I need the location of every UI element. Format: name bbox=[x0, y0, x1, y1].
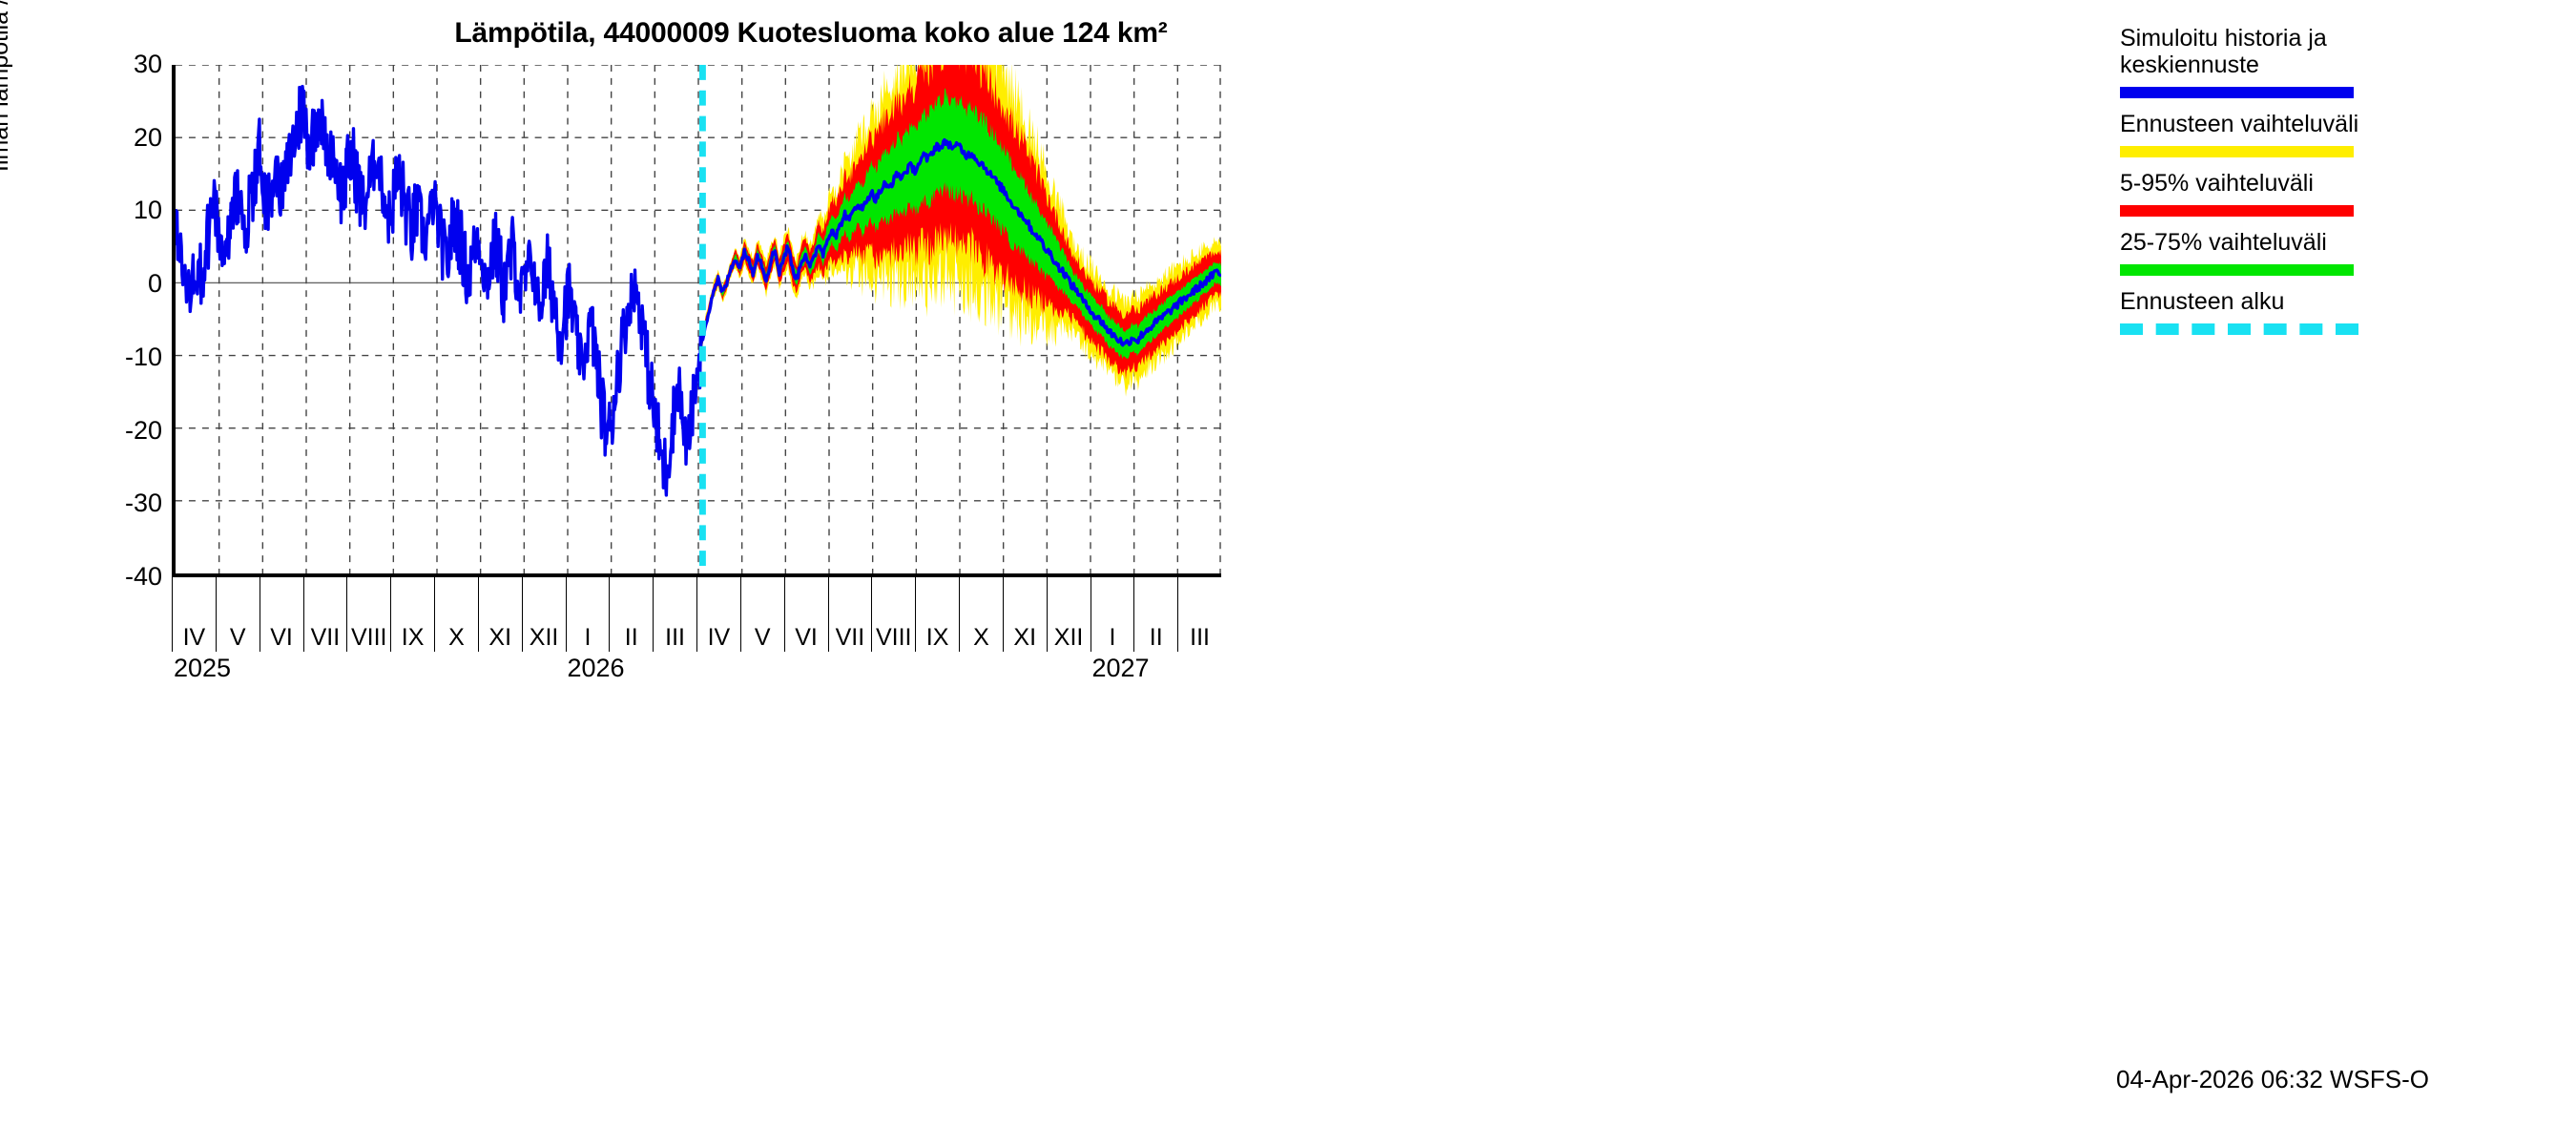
x-axis-month-label: V bbox=[229, 624, 246, 651]
x-axis-month-cell: IV bbox=[696, 577, 740, 652]
x-axis-month-cell: VIII bbox=[346, 577, 390, 652]
series-plot bbox=[176, 65, 1221, 573]
x-axis-year-label: 2026 bbox=[567, 654, 625, 682]
x-axis-month-cell: V bbox=[739, 577, 784, 652]
x-axis-month-cell: II bbox=[1133, 577, 1177, 652]
x-axis-month-cell: III bbox=[653, 577, 696, 652]
x-axis-month-cell: VI bbox=[783, 577, 828, 652]
legend-simulated-history: Simuloitu historia ja keskiennuste bbox=[2120, 25, 2568, 98]
x-axis-month-cell: I bbox=[1090, 577, 1134, 652]
x-axis-month-label: XI bbox=[488, 624, 512, 651]
x-axis-month-label: VII bbox=[310, 624, 341, 651]
x-axis-month-label: XII bbox=[529, 624, 559, 651]
x-axis-month-cell: IX bbox=[915, 577, 959, 652]
x-axis-month-cell: XII bbox=[521, 577, 566, 652]
y-axis-title: Ilman lämpötila / Air temperature °C bbox=[0, 0, 14, 172]
x-axis-month-cell: VII bbox=[302, 577, 347, 652]
chart-legend: Simuloitu historia ja keskiennuste Ennust… bbox=[2120, 25, 2568, 347]
x-axis-month-label: I bbox=[584, 624, 592, 651]
legend-label: Ennusteen alku bbox=[2120, 288, 2285, 315]
legend-color-swatch bbox=[2120, 323, 2358, 335]
x-axis-month-label: II bbox=[624, 624, 638, 651]
y-tick-label: 0 bbox=[147, 269, 162, 299]
x-axis-month-label: VI bbox=[270, 624, 293, 651]
x-axis-month-label: III bbox=[1190, 624, 1210, 651]
plot-area bbox=[172, 65, 1221, 577]
x-axis-month-cell: XII bbox=[1046, 577, 1091, 652]
x-axis-month-label: VIII bbox=[350, 624, 387, 651]
y-tick-label: 10 bbox=[133, 196, 162, 225]
x-axis-month-label: VI bbox=[795, 624, 818, 651]
x-axis-month-label: IV bbox=[182, 624, 206, 651]
legend-color-swatch bbox=[2120, 205, 2354, 217]
x-axis-month-label: IX bbox=[925, 624, 949, 651]
x-axis-month-cell: V bbox=[215, 577, 260, 652]
legend-label: Simuloitu historia ja keskiennuste bbox=[2120, 25, 2327, 78]
legend-25-75-range: 25-75% vaihteluväli bbox=[2120, 229, 2568, 276]
legend-color-swatch bbox=[2120, 87, 2354, 98]
x-axis-month-label: VII bbox=[835, 624, 865, 651]
x-axis-month-cell: II bbox=[609, 577, 653, 652]
x-axis-month-cell: I bbox=[565, 577, 610, 652]
legend-label: Ennusteen vaihteluväli bbox=[2120, 111, 2359, 137]
x-axis-month-label: XI bbox=[1013, 624, 1037, 651]
x-axis-month-label: IX bbox=[401, 624, 425, 651]
page-title: Lämpötila, 44000009 Kuotesluoma koko alu… bbox=[454, 17, 1168, 49]
x-axis-month-label: X bbox=[973, 624, 989, 651]
x-axis-month-cell: X bbox=[959, 577, 1003, 652]
x-axis-month-label: V bbox=[754, 624, 771, 651]
x-axis-month-cell: XI bbox=[477, 577, 522, 652]
x-axis-month-label: III bbox=[665, 624, 685, 651]
x-axis-month-label: II bbox=[1149, 624, 1163, 651]
legend-forecast-start: Ennusteen alku bbox=[2120, 288, 2568, 335]
legend-forecast-range: Ennusteen vaihteluväli bbox=[2120, 111, 2568, 157]
y-tick-label: 20 bbox=[133, 122, 162, 152]
x-axis-month-cell: VIII bbox=[871, 577, 915, 652]
timestamp-stamp: 04-Apr-2026 06:32 WSFS-O bbox=[2116, 1065, 2430, 1093]
x-axis-month-label: IV bbox=[707, 624, 731, 651]
x-axis-month-label: VIII bbox=[875, 624, 912, 651]
legend-label: 5-95% vaihteluväli bbox=[2120, 170, 2314, 197]
y-tick-label: -10 bbox=[124, 342, 162, 371]
x-axis-month-cell: IV bbox=[172, 577, 216, 652]
legend-color-swatch bbox=[2120, 264, 2354, 276]
x-axis-month-label: XII bbox=[1053, 624, 1084, 651]
x-axis-month-cell: III bbox=[1177, 577, 1221, 652]
y-tick-label: -40 bbox=[124, 562, 162, 591]
legend-color-swatch bbox=[2120, 146, 2354, 157]
y-tick-label: 30 bbox=[133, 50, 162, 78]
legend-label: 25-75% vaihteluväli bbox=[2120, 229, 2327, 256]
data-layer bbox=[176, 65, 1221, 573]
y-tick-label: -20 bbox=[124, 415, 162, 445]
x-axis-month-cell: XI bbox=[1002, 577, 1047, 652]
y-axis-tick-labels: 30 20 10 0 -10 -20 -30 -40 bbox=[80, 0, 162, 590]
x-axis-month-cell: VII bbox=[827, 577, 872, 652]
x-axis: IV V VI VII VIII IX X XI XII I II III IV V VI VII VIII IX… bbox=[172, 577, 1221, 682]
x-axis-month-cell: IX bbox=[390, 577, 434, 652]
x-axis-month-label: I bbox=[1109, 624, 1116, 651]
x-axis-month-cell: VI bbox=[259, 577, 303, 652]
x-axis-year-label: 2025 bbox=[174, 654, 232, 682]
x-axis-year-label: 2027 bbox=[1091, 654, 1150, 682]
x-axis-month-cell: X bbox=[434, 577, 478, 652]
legend-5-95-range: 5-95% vaihteluväli bbox=[2120, 170, 2568, 217]
x-axis-month-label: X bbox=[448, 624, 465, 651]
y-tick-label: -30 bbox=[124, 489, 162, 518]
